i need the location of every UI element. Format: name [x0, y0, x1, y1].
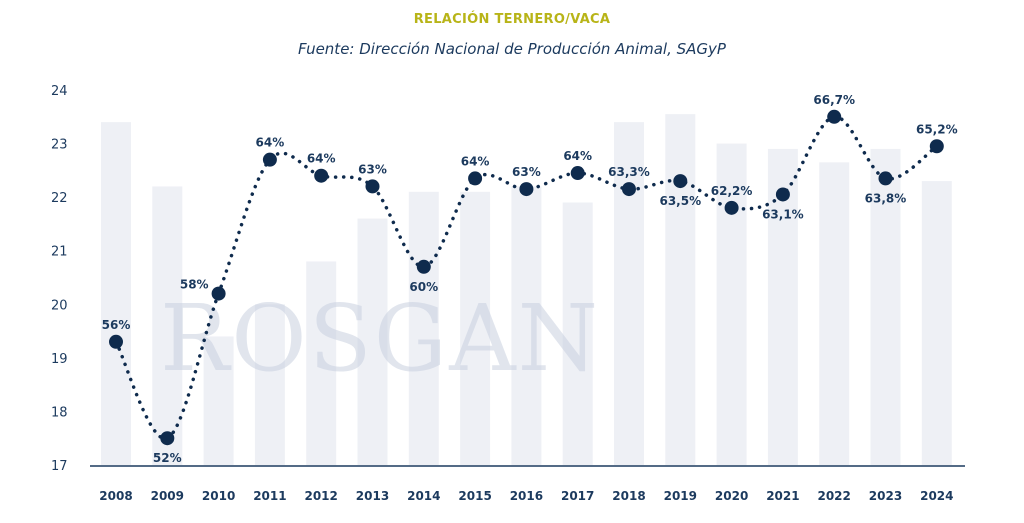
- background-bar: [870, 148, 901, 465]
- data-label: 58%: [180, 278, 209, 292]
- background-bar: [357, 218, 388, 465]
- data-point: [416, 259, 431, 274]
- y-tick-label: 20: [51, 298, 68, 313]
- x-tick-label: 2017: [561, 489, 594, 503]
- data-label: 63,8%: [865, 191, 907, 205]
- data-label: 64%: [461, 154, 490, 168]
- x-tick-label: 2012: [304, 489, 337, 503]
- background-bar: [408, 191, 439, 466]
- background-bar: [254, 304, 285, 465]
- background-bar: [716, 143, 747, 466]
- data-point: [673, 174, 688, 189]
- x-tick-label: 2015: [458, 489, 491, 503]
- data-point: [314, 168, 329, 183]
- background-bar: [101, 122, 131, 466]
- data-label: 64%: [563, 149, 592, 163]
- background-bars: [101, 114, 952, 466]
- x-tick-label: 2021: [766, 489, 799, 503]
- x-tick-label: 2023: [869, 489, 902, 503]
- x-tick-label: 2013: [356, 489, 389, 503]
- x-tick-label: 2018: [612, 489, 645, 503]
- background-bar: [665, 114, 696, 465]
- x-tick-label: 2016: [510, 489, 543, 503]
- y-tick-label: 23: [51, 138, 68, 153]
- chart-title: RELACIÓN TERNERO/VACA: [413, 12, 611, 27]
- x-tick-label: 2010: [202, 489, 235, 503]
- y-axis: 17 18 19 20 21 22 23 24: [51, 84, 68, 474]
- data-label: 63,1%: [762, 207, 804, 221]
- x-tick-label: 2020: [715, 489, 748, 503]
- data-label: 60%: [409, 280, 438, 294]
- background-bar: [203, 336, 234, 465]
- data-label: 62,2%: [711, 184, 753, 198]
- y-tick-label: 19: [51, 352, 68, 367]
- background-bar: [921, 181, 952, 466]
- data-point: [519, 182, 534, 197]
- data-point: [775, 187, 790, 202]
- data-label: 63%: [512, 165, 541, 179]
- data-labels: 56% 52% 58% 64% 64% 63% 60% 64% 63% 64% 63,3% 63,5%…: [102, 93, 958, 465]
- data-label: 63,3%: [608, 165, 650, 179]
- x-axis: 2008 2009 2010 2011 2012 2013 2014 2015 2016 2017…: [99, 489, 953, 503]
- x-tick-label: 2019: [664, 489, 697, 503]
- background-bar: [460, 191, 491, 466]
- data-label: 63%: [358, 162, 387, 176]
- background-bar: [767, 148, 798, 465]
- y-tick-label: 18: [51, 405, 68, 420]
- data-label: 66,7%: [813, 93, 855, 107]
- watermark-text: ROSGAN: [160, 285, 600, 392]
- background-bar: [562, 202, 593, 465]
- background-bar: [306, 261, 337, 465]
- data-label: 56%: [102, 318, 131, 332]
- data-point: [827, 109, 842, 124]
- data-point: [109, 334, 123, 349]
- data-label: 52%: [153, 451, 182, 465]
- background-bar: [152, 186, 183, 465]
- data-point: [724, 200, 739, 215]
- x-tick-label: 2011: [253, 489, 286, 503]
- data-label: 65,2%: [916, 122, 958, 136]
- x-tick-label: 2022: [817, 489, 850, 503]
- y-tick-label: 17: [51, 459, 68, 474]
- y-tick-label: 21: [51, 245, 68, 260]
- background-bar: [511, 186, 542, 465]
- y-tick-label: 24: [51, 84, 68, 99]
- data-point: [262, 152, 277, 167]
- data-point: [211, 286, 226, 301]
- data-label: 63,5%: [659, 194, 701, 208]
- data-point: [570, 166, 585, 181]
- data-label: 64%: [307, 152, 336, 166]
- series-line: [114, 115, 939, 441]
- x-tick-label: 2009: [151, 489, 184, 503]
- data-point: [468, 171, 483, 186]
- data-points: [109, 109, 944, 446]
- data-point: [622, 182, 636, 197]
- data-point: [929, 139, 944, 154]
- data-point: [365, 179, 380, 194]
- background-bar: [819, 162, 850, 466]
- y-tick-label: 22: [51, 191, 68, 206]
- chart-subtitle: Fuente: Dirección Nacional de Producción…: [298, 40, 726, 58]
- x-tick-label: 2014: [407, 489, 440, 503]
- background-bar: [614, 122, 644, 466]
- data-point: [878, 171, 893, 186]
- x-tick-label: 2008: [99, 489, 132, 503]
- data-point: [160, 431, 175, 446]
- x-tick-label: 2024: [920, 489, 953, 503]
- data-label: 64%: [256, 136, 285, 150]
